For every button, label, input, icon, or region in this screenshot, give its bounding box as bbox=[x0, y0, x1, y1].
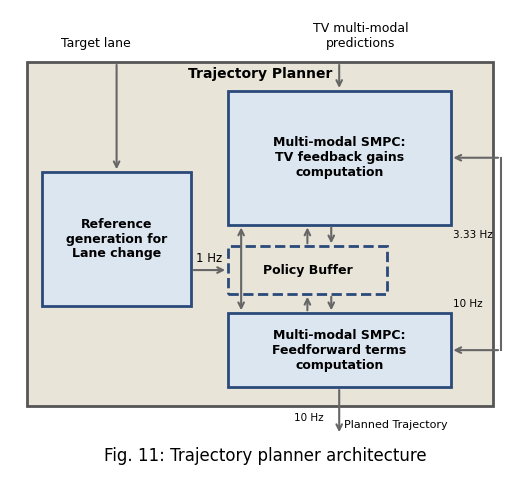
FancyBboxPatch shape bbox=[228, 246, 387, 294]
Text: Trajectory Planner: Trajectory Planner bbox=[188, 67, 332, 81]
Text: Policy Buffer: Policy Buffer bbox=[262, 263, 352, 277]
Text: Multi-modal SMPC:
Feedforward terms
computation: Multi-modal SMPC: Feedforward terms comp… bbox=[272, 329, 407, 371]
Text: 10 Hz: 10 Hz bbox=[453, 299, 483, 308]
Text: 1 Hz: 1 Hz bbox=[196, 251, 223, 265]
FancyBboxPatch shape bbox=[26, 62, 493, 406]
FancyBboxPatch shape bbox=[42, 172, 191, 306]
FancyBboxPatch shape bbox=[228, 313, 450, 387]
FancyBboxPatch shape bbox=[228, 91, 450, 225]
Text: Multi-modal SMPC:
TV feedback gains
computation: Multi-modal SMPC: TV feedback gains comp… bbox=[273, 136, 405, 179]
Text: Fig. 11: Trajectory planner architecture: Fig. 11: Trajectory planner architecture bbox=[104, 447, 426, 466]
Text: Reference
generation for
Lane change: Reference generation for Lane change bbox=[66, 217, 167, 261]
Text: 3.33 Hz: 3.33 Hz bbox=[453, 230, 493, 240]
Text: TV multi-modal
predictions: TV multi-modal predictions bbox=[313, 22, 408, 50]
Text: Planned Trajectory: Planned Trajectory bbox=[344, 421, 448, 430]
Text: Target lane: Target lane bbox=[60, 36, 130, 50]
Text: 10 Hz: 10 Hz bbox=[294, 413, 323, 423]
